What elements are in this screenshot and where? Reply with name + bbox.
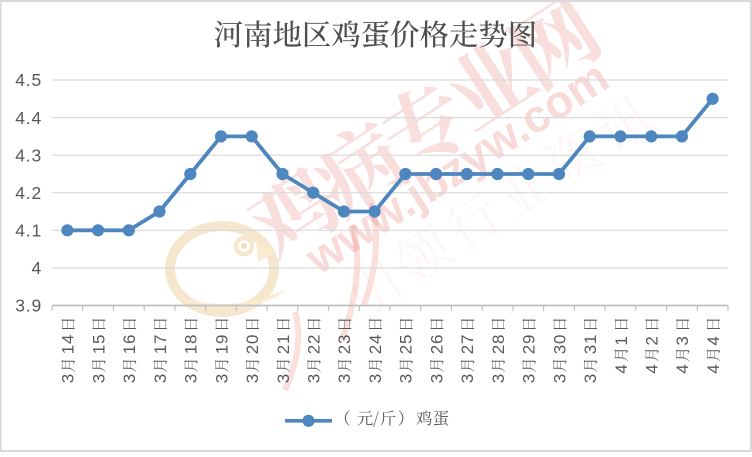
svg-text:3: 3 [59,374,78,383]
svg-text:28: 28 [489,334,508,355]
svg-text:3: 3 [673,335,692,345]
svg-text:4: 4 [673,364,692,373]
svg-text:25: 25 [397,334,416,355]
svg-text:19: 19 [212,334,231,355]
svg-text:2: 2 [643,335,662,345]
svg-text:3: 3 [550,374,569,383]
svg-text:18: 18 [182,334,201,355]
svg-text:21: 21 [274,334,293,355]
svg-text:15: 15 [89,334,108,355]
svg-text:3: 3 [243,374,262,383]
svg-text:4: 4 [612,364,631,373]
svg-text:3.9: 3.9 [15,296,42,316]
svg-text:26: 26 [427,334,446,355]
svg-text:3: 3 [182,374,201,383]
svg-text:3: 3 [489,374,508,383]
svg-text:3: 3 [397,374,416,383]
svg-text:3: 3 [151,374,170,383]
svg-text:4.1: 4.1 [15,221,42,241]
svg-text:3: 3 [458,374,477,383]
svg-text:4.5: 4.5 [15,70,42,90]
svg-text:4: 4 [31,258,42,278]
svg-text:3: 3 [520,374,539,383]
svg-text:3: 3 [581,374,600,383]
svg-text:22: 22 [305,334,324,355]
svg-text:20: 20 [243,334,262,355]
svg-text:29: 29 [520,334,539,355]
svg-text:4: 4 [704,364,723,373]
svg-text:16: 16 [120,334,139,355]
svg-text:3: 3 [89,374,108,383]
svg-text:3: 3 [335,374,354,383]
svg-text:4.2: 4.2 [15,183,42,203]
svg-text:27: 27 [458,334,477,355]
svg-text:17: 17 [151,334,170,355]
svg-text:23: 23 [335,334,354,355]
svg-text:24: 24 [366,334,385,355]
svg-text:3: 3 [366,374,385,383]
svg-text:4: 4 [704,335,723,345]
svg-text:31: 31 [581,334,600,355]
svg-text:4.3: 4.3 [15,145,42,165]
svg-text:30: 30 [550,334,569,355]
svg-text:3: 3 [427,374,446,383]
svg-text:14: 14 [59,334,78,355]
svg-text:4: 4 [643,364,662,373]
svg-text:3: 3 [212,374,231,383]
svg-text:3: 3 [305,374,324,383]
svg-text:4.4: 4.4 [15,108,42,128]
svg-text:3: 3 [274,374,293,383]
svg-text:1: 1 [612,335,631,345]
svg-text:3: 3 [120,374,139,383]
